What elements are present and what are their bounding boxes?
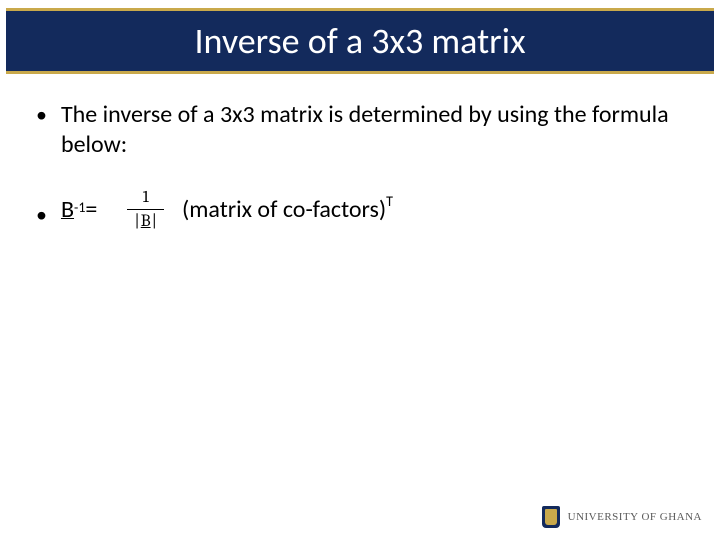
bullet-intro-text: The inverse of a 3x3 matrix is determine… xyxy=(61,100,684,160)
content-area: • The inverse of a 3x3 matrix is determi… xyxy=(36,100,684,259)
formula-rhs-exp: T xyxy=(386,193,393,210)
slide-title: Inverse of a 3x3 matrix xyxy=(194,19,525,63)
bullet-marker: • xyxy=(36,100,47,130)
bullet-intro: • The inverse of a 3x3 matrix is determi… xyxy=(36,100,684,160)
fraction-numerator: 1 xyxy=(137,188,155,209)
formula-lhs-exp: -1 xyxy=(74,199,85,216)
formula-lhs: B-1 = xyxy=(61,195,97,224)
bullet-formula: • B-1 = 1 |B| (matrix of co-factors)T xyxy=(36,188,684,231)
formula-equals: = xyxy=(85,195,97,224)
denom-bar-left: | xyxy=(134,212,139,231)
formula-rhs: (matrix of co-factors)T xyxy=(182,195,393,224)
formula-rhs-text: (matrix of co-factors) xyxy=(182,195,386,224)
title-band: Inverse of a 3x3 matrix xyxy=(6,8,714,74)
denom-bar-right: | xyxy=(152,212,157,231)
formula-fraction: 1 |B| xyxy=(127,188,164,231)
fraction-denominator: |B| xyxy=(127,209,164,231)
crest-icon xyxy=(542,506,560,528)
footer: UNIVERSITY OF GHANA xyxy=(542,506,702,528)
formula-lhs-base: B xyxy=(61,195,74,224)
bullet-marker: • xyxy=(36,200,47,230)
denom-base: B xyxy=(141,212,151,231)
footer-org: UNIVERSITY OF GHANA xyxy=(568,511,702,523)
